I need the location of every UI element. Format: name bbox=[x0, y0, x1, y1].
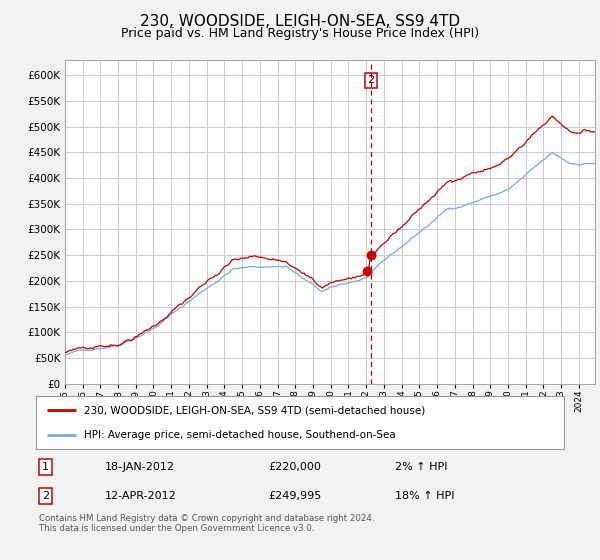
Text: 18% ↑ HPI: 18% ↑ HPI bbox=[395, 491, 455, 501]
Text: £220,000: £220,000 bbox=[268, 462, 321, 472]
Text: 230, WOODSIDE, LEIGH-ON-SEA, SS9 4TD: 230, WOODSIDE, LEIGH-ON-SEA, SS9 4TD bbox=[140, 14, 460, 29]
Text: 230, WOODSIDE, LEIGH-ON-SEA, SS9 4TD (semi-detached house): 230, WOODSIDE, LEIGH-ON-SEA, SS9 4TD (se… bbox=[83, 405, 425, 416]
Text: Price paid vs. HM Land Registry's House Price Index (HPI): Price paid vs. HM Land Registry's House … bbox=[121, 27, 479, 40]
Text: £249,995: £249,995 bbox=[268, 491, 322, 501]
Text: HPI: Average price, semi-detached house, Southend-on-Sea: HPI: Average price, semi-detached house,… bbox=[83, 430, 395, 440]
Text: 12-APR-2012: 12-APR-2012 bbox=[104, 491, 176, 501]
Text: 18-JAN-2012: 18-JAN-2012 bbox=[104, 462, 175, 472]
Text: Contains HM Land Registry data © Crown copyright and database right 2024.
This d: Contains HM Land Registry data © Crown c… bbox=[39, 514, 374, 534]
Text: 2: 2 bbox=[42, 491, 49, 501]
Text: 1: 1 bbox=[42, 462, 49, 472]
Text: 2% ↑ HPI: 2% ↑ HPI bbox=[395, 462, 448, 472]
Text: 2: 2 bbox=[367, 76, 374, 86]
